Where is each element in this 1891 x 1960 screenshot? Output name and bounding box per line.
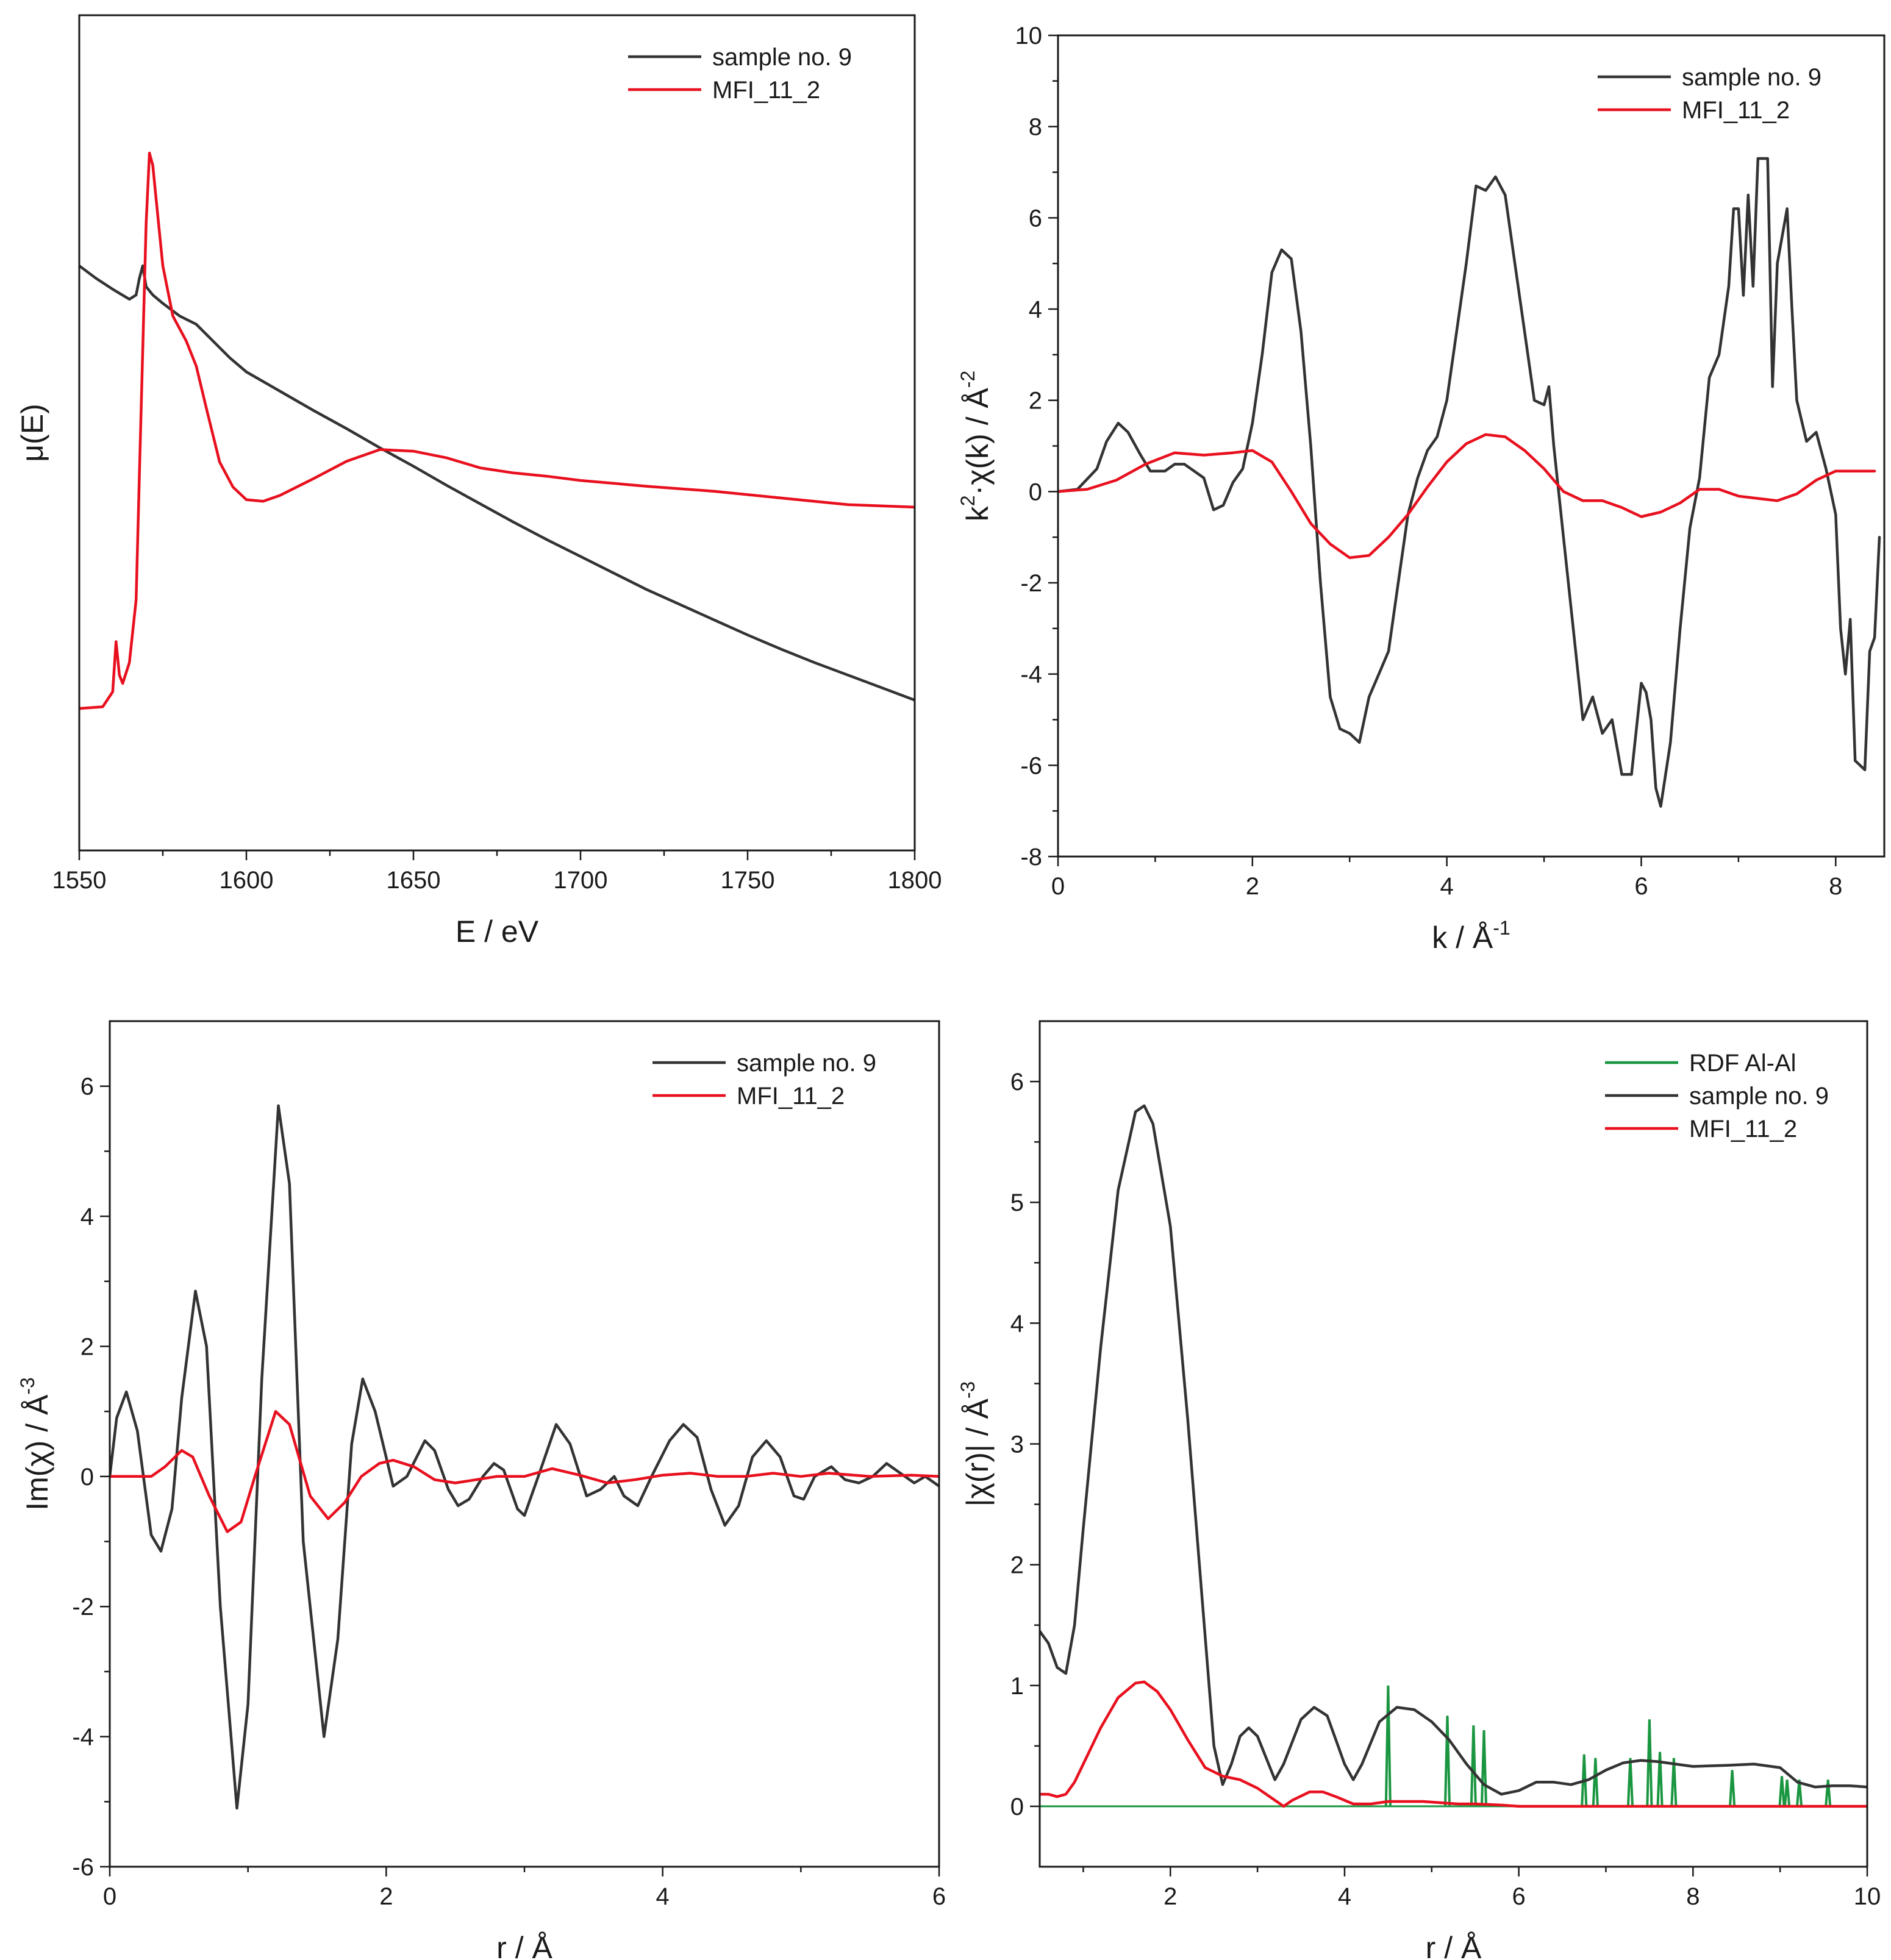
legend-label: MFI_11_2 [1682, 97, 1790, 124]
series-mfi-11-2 [1040, 1680, 1867, 1808]
rdf-peak [1784, 1780, 1791, 1807]
y-axis-label: k2·χ(k) / Å-2 [957, 371, 995, 521]
y-tick-label: 0 [1010, 1794, 1024, 1820]
panel-bottom-left: 0 2 4 6 -6 -4 -2 0 2 4 6 r / Å Im(χ) / Å-3 sample no.… [16, 1020, 946, 1960]
y-tick-label: 8 [1029, 114, 1042, 141]
y-tick-label: -2 [72, 1594, 94, 1620]
y-tick-label: -4 [72, 1724, 94, 1751]
x-tick-label: 4 [1440, 873, 1454, 900]
y-tick-label: 2 [1029, 388, 1042, 415]
legend-label: sample no. 9 [737, 1050, 876, 1077]
x-tick-label: 0 [1051, 873, 1065, 900]
series-sample-no-9 [79, 264, 915, 702]
series-sample-no-9 [1058, 157, 1881, 808]
x-tick-label: 2 [379, 1883, 393, 1910]
y-tick-label: 3 [1010, 1431, 1024, 1458]
x-tick-label: 4 [656, 1883, 670, 1910]
legend-label: sample no. 9 [1689, 1083, 1829, 1110]
x-tick-label: 1750 [721, 867, 775, 894]
y-tick-label: 6 [80, 1074, 94, 1100]
y-tick-label: 4 [1029, 296, 1042, 323]
y-axis-label: |χ(r)| / Å-3 [957, 1381, 995, 1507]
rdf-peak [1670, 1758, 1678, 1807]
plot-frame [1038, 1020, 1868, 1868]
x-tick-label: 2 [1246, 873, 1259, 900]
x-tick-label: 1700 [554, 867, 608, 894]
y-tick-label: -8 [1020, 844, 1042, 871]
plot-frame [1057, 34, 1886, 858]
rdf-peak [1656, 1752, 1664, 1807]
x-tick-label: 8 [1686, 1883, 1700, 1910]
legend-label: MFI_11_2 [1689, 1116, 1797, 1142]
x-axis-label: r / Å [1426, 1931, 1482, 1960]
x-tick-label: 6 [1512, 1883, 1526, 1910]
panel-bottom-right: 2 4 6 8 10 0 1 2 3 4 5 6 r / Å |χ(r)| / Å-3 RDF Al-Al s… [957, 1020, 1881, 1960]
x-axis-label: k / Å-1 [1432, 917, 1510, 955]
x-tick-label: 1800 [888, 867, 942, 894]
y-axis-label: μ(E) [15, 404, 49, 461]
y-tick-label: 1 [1010, 1673, 1024, 1700]
x-tick-label: 8 [1829, 873, 1842, 900]
y-tick-label: 6 [1029, 205, 1042, 232]
y-tick-label: -6 [72, 1854, 94, 1881]
rdf-peak [1470, 1725, 1477, 1806]
rdf-peak [1581, 1754, 1588, 1807]
y-tick-label: -2 [1020, 570, 1042, 597]
y-tick-label: 6 [1010, 1069, 1024, 1096]
legend-label: MFI_11_2 [737, 1083, 845, 1110]
series-mfi-11-2 [1058, 433, 1876, 560]
x-axis-label: E / eV [456, 914, 539, 949]
y-tick-label: 2 [1010, 1552, 1024, 1579]
legend: RDF Al-Al sample no. 9 MFI_11_2 [1605, 1050, 1829, 1142]
y-tick-label: 2 [80, 1333, 94, 1360]
rdf-peak [1443, 1716, 1451, 1806]
x-axis-label: r / Å [496, 1931, 552, 1960]
plot-frame [78, 14, 916, 852]
y-tick-label: 0 [80, 1464, 94, 1491]
rdf-peak [1384, 1685, 1392, 1806]
series-sample-no-9 [110, 1104, 939, 1810]
panel-top-right: 0 2 4 6 8 -8 -6 -4 -2 0 2 4 6 8 10 k / Å-1 k2·χ(k) / Å-2… [957, 23, 1886, 955]
x-tick-label: 1600 [220, 867, 274, 894]
y-tick-label: 10 [1015, 23, 1043, 49]
panel-top-left: 1550 1600 1650 1700 1750 1800 E / eV μ(E) sample… [15, 14, 942, 949]
x-tick-label: 1550 [52, 867, 107, 894]
y-axis-label: Im(χ) / Å-3 [16, 1377, 54, 1511]
legend-label: sample no. 9 [1682, 64, 1821, 91]
rdf-peak [1729, 1770, 1736, 1807]
x-tick-label: 0 [103, 1883, 116, 1910]
x-tick-label: 1650 [387, 867, 441, 894]
y-tick-label: 4 [1010, 1310, 1024, 1337]
y-tick-label: -4 [1020, 661, 1042, 688]
legend-label: sample no. 9 [712, 44, 852, 71]
rdf-peak [1480, 1730, 1488, 1806]
rdf-peak [1825, 1780, 1832, 1807]
rdf-peak [1796, 1780, 1803, 1807]
legend: sample no. 9 MFI_11_2 [628, 44, 852, 104]
x-tick-label: 6 [932, 1883, 946, 1910]
legend: sample no. 9 MFI_11_2 [1598, 64, 1821, 124]
legend-label: RDF Al-Al [1689, 1050, 1796, 1077]
x-tick-label: 4 [1338, 1883, 1351, 1910]
y-tick-label: 5 [1010, 1189, 1024, 1216]
y-tick-label: 0 [1029, 479, 1042, 505]
rdf-peak [1646, 1719, 1653, 1806]
rdf-peak [1778, 1776, 1786, 1807]
x-tick-label: 10 [1854, 1883, 1881, 1910]
series-mfi-11-2 [110, 1409, 939, 1533]
y-tick-label: 4 [80, 1203, 94, 1230]
legend: sample no. 9 MFI_11_2 [652, 1050, 876, 1110]
rdf-peak [1592, 1758, 1599, 1807]
x-tick-label: 2 [1164, 1883, 1177, 1910]
series-sample-no-9 [1040, 1104, 1867, 1796]
series-mfi-11-2 [79, 151, 915, 710]
rdf-peak [1626, 1758, 1634, 1807]
y-tick-label: -6 [1020, 752, 1042, 779]
legend-label: MFI_11_2 [712, 77, 820, 104]
x-tick-label: 6 [1634, 873, 1648, 900]
plot-frame [109, 1020, 940, 1868]
